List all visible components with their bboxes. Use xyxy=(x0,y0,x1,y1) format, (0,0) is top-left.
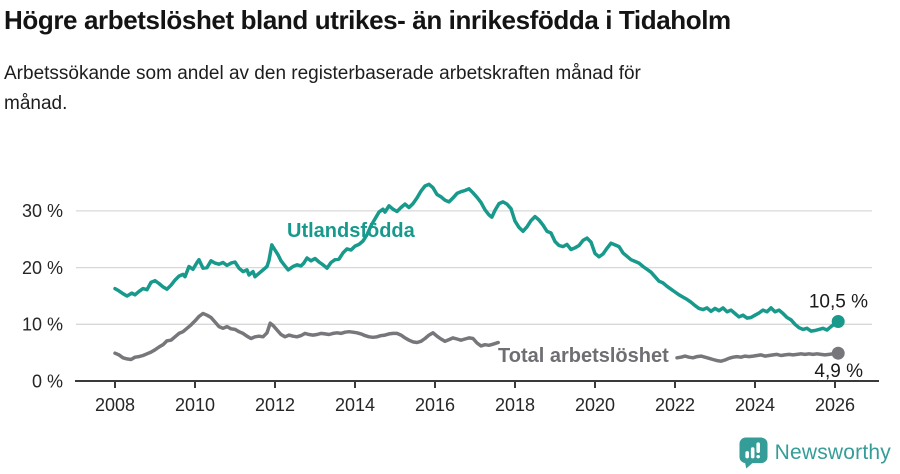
series-end-value-label-utlandsfodda: 10,5 % xyxy=(809,292,868,313)
y-axis-label-30: 30 % xyxy=(22,201,63,221)
series-line-total-arbetsloshet xyxy=(113,311,500,362)
series-end-dot-total-arbetsloshet xyxy=(831,346,845,360)
series-end-value-label-total-arbetsloshet: 4,9 % xyxy=(814,361,863,382)
x-axis-label-2018: 2018 xyxy=(495,395,535,415)
newsworthy-speech-bubble-chart-icon xyxy=(739,437,768,469)
series-line-utlandsfodda xyxy=(113,182,840,333)
newsworthy-logo: Newsworthy xyxy=(739,437,891,469)
x-axis-label-2016: 2016 xyxy=(415,395,455,415)
y-axis-label-10: 10 % xyxy=(22,315,63,335)
x-axis-label-2022: 2022 xyxy=(655,395,695,415)
series-name-label-total-arbetsloshet: Total arbetslöshet xyxy=(498,345,669,367)
series-end-dot-utlandsfodda xyxy=(831,315,845,328)
x-axis-label-2010: 2010 xyxy=(175,395,215,415)
x-axis-label-2008: 2008 xyxy=(95,395,135,415)
y-axis-label-20: 20 % xyxy=(22,258,63,278)
y-axis-label-0: 0 % xyxy=(32,371,63,391)
x-axis-label-2026: 2026 xyxy=(815,395,855,415)
subtitle-line-1: Arbetssökande som andel av den registerb… xyxy=(4,63,641,84)
x-axis-label-2020: 2020 xyxy=(575,395,615,415)
series-line-total-arbetsloshet-seg1 xyxy=(675,351,840,363)
x-axis-label-2012: 2012 xyxy=(255,395,295,415)
page-title: Högre arbetslöshet bland utrikes- än inr… xyxy=(4,5,731,35)
x-axis-label-2014: 2014 xyxy=(335,395,375,415)
series-name-label-utlandsfodda: Utlandsfödda xyxy=(287,220,416,242)
newsworthy-logo-text: Newsworthy xyxy=(774,441,891,464)
x-axis-label-2024: 2024 xyxy=(735,395,775,415)
page-subtitle: Arbetssökande som andel av den registerb… xyxy=(4,59,641,119)
subtitle-line-2: månad. xyxy=(4,93,68,114)
